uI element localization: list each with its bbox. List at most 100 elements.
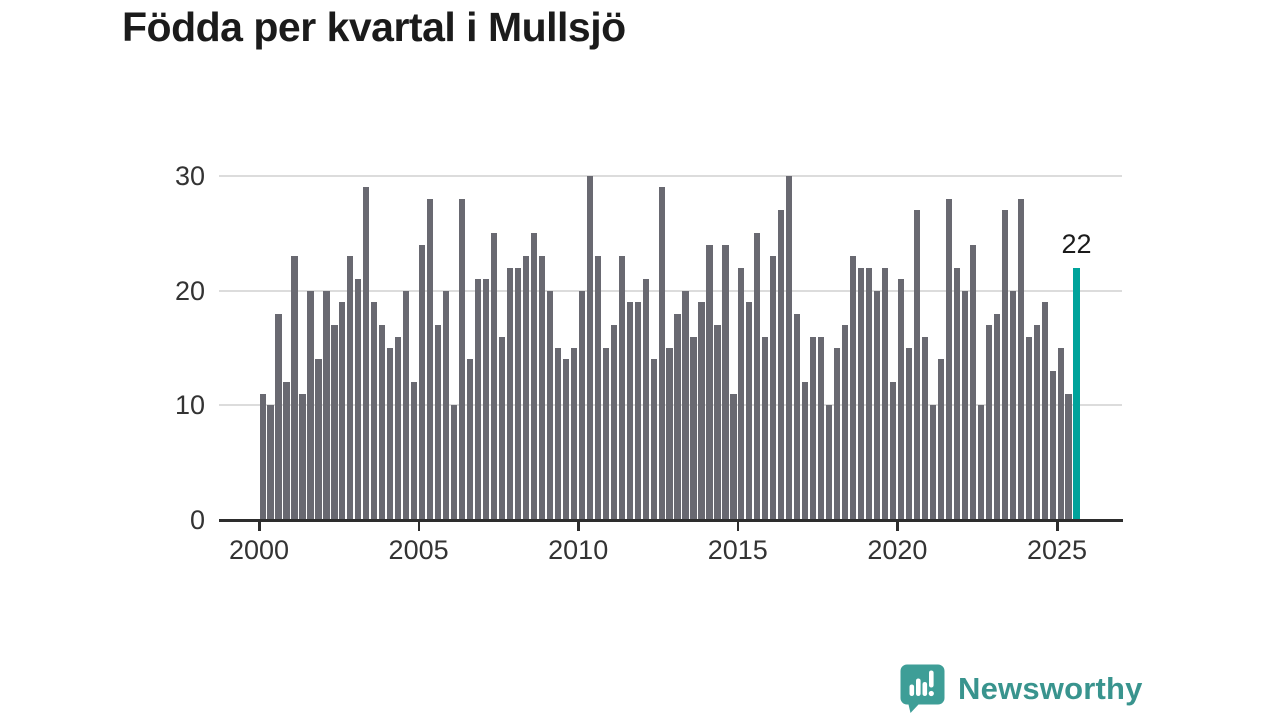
- bar: [865, 267, 873, 520]
- x-axis-tick-label: 2010: [548, 535, 609, 565]
- bar: [387, 348, 394, 520]
- bar: [993, 313, 1000, 520]
- x-axis-tick-label: 2015: [707, 535, 768, 565]
- bar: [650, 359, 657, 520]
- bar: [929, 405, 936, 520]
- bar: [474, 279, 482, 520]
- bar: [586, 176, 593, 520]
- bar: [802, 382, 809, 520]
- bar: [674, 313, 681, 520]
- bar: [977, 405, 984, 520]
- bar: [810, 336, 817, 520]
- bar: [858, 267, 865, 520]
- bar: [786, 176, 793, 520]
- bar: [275, 313, 282, 520]
- y-axis-tick-label: 20: [174, 275, 205, 306]
- gridline-y30: [219, 175, 1122, 177]
- bar: [299, 393, 306, 520]
- bar: [506, 267, 514, 520]
- bar: [618, 256, 625, 520]
- bar: [395, 336, 402, 520]
- newsworthy-logo[interactable]: Newsworthy: [900, 664, 1143, 713]
- bar: [379, 325, 386, 520]
- bar: [522, 256, 530, 520]
- x-axis-tick: [258, 522, 261, 531]
- bar: [259, 393, 266, 520]
- bar: [762, 336, 769, 520]
- highlight-value-label: 22: [1061, 228, 1092, 259]
- bar: [1065, 393, 1072, 520]
- bar: [578, 290, 585, 520]
- bar: [610, 325, 617, 520]
- bar: [355, 279, 362, 520]
- bar: [546, 290, 553, 520]
- bar: [498, 336, 506, 520]
- y-axis-tick-label: 0: [189, 505, 205, 535]
- bar: [905, 348, 913, 520]
- bar: [363, 187, 370, 520]
- bar: [754, 233, 761, 520]
- bar: [770, 256, 777, 520]
- bar: [459, 198, 466, 520]
- bar: [466, 359, 474, 520]
- x-axis-tick-label: 2000: [228, 535, 290, 565]
- bar: [826, 405, 833, 520]
- bar: [889, 382, 897, 520]
- bar: [403, 290, 410, 520]
- bar: [985, 325, 992, 520]
- x-axis-tick: [1056, 522, 1059, 531]
- bar: [315, 359, 322, 520]
- y-axis-tick-label: 10: [174, 390, 205, 421]
- bar: [961, 290, 968, 520]
- bar: [554, 348, 561, 520]
- x-axis-tick: [736, 522, 740, 531]
- bar: [419, 244, 426, 520]
- bar: [347, 256, 354, 520]
- bar: [307, 290, 314, 520]
- highlight-bar: [1073, 267, 1080, 520]
- gridline-y20: [219, 289, 1122, 292]
- x-axis-tick-label: 2025: [1026, 535, 1088, 565]
- bar: [1009, 290, 1016, 520]
- bar: [881, 267, 889, 520]
- bar: [794, 313, 801, 520]
- bar: [937, 359, 944, 520]
- bar: [371, 302, 378, 520]
- x-axis-tick-label: 2020: [867, 535, 928, 565]
- bar: [562, 359, 569, 520]
- bar: [323, 290, 330, 520]
- bar: [435, 325, 442, 520]
- newsworthy-logo-text: Newsworthy: [958, 670, 1143, 706]
- bar: [626, 302, 633, 520]
- bar: [666, 348, 673, 520]
- bar: [411, 382, 418, 520]
- bar: [921, 336, 929, 520]
- bar: [451, 405, 458, 520]
- bar: [953, 267, 960, 520]
- bar: [642, 279, 649, 520]
- x-axis-line: [219, 518, 1123, 522]
- x-axis-tick: [577, 522, 580, 531]
- bar: [730, 393, 737, 520]
- bar: [834, 348, 841, 520]
- bar: [339, 302, 346, 520]
- bar: [897, 279, 905, 520]
- bar: [873, 290, 881, 520]
- bar: [722, 244, 729, 520]
- bar: [443, 290, 450, 520]
- bar: [714, 325, 721, 520]
- bar: [514, 267, 522, 520]
- bar: [818, 336, 825, 520]
- bar: [746, 302, 753, 520]
- bar: [738, 267, 745, 520]
- bar: [482, 279, 490, 520]
- bar: [706, 244, 713, 520]
- bar: [850, 256, 857, 520]
- bar: [331, 325, 338, 520]
- bar: [283, 382, 290, 520]
- y-axis-tick-label: 30: [174, 161, 205, 191]
- newsworthy-speech-bubble-chart-icon: [900, 664, 945, 713]
- x-axis-tick: [417, 522, 421, 531]
